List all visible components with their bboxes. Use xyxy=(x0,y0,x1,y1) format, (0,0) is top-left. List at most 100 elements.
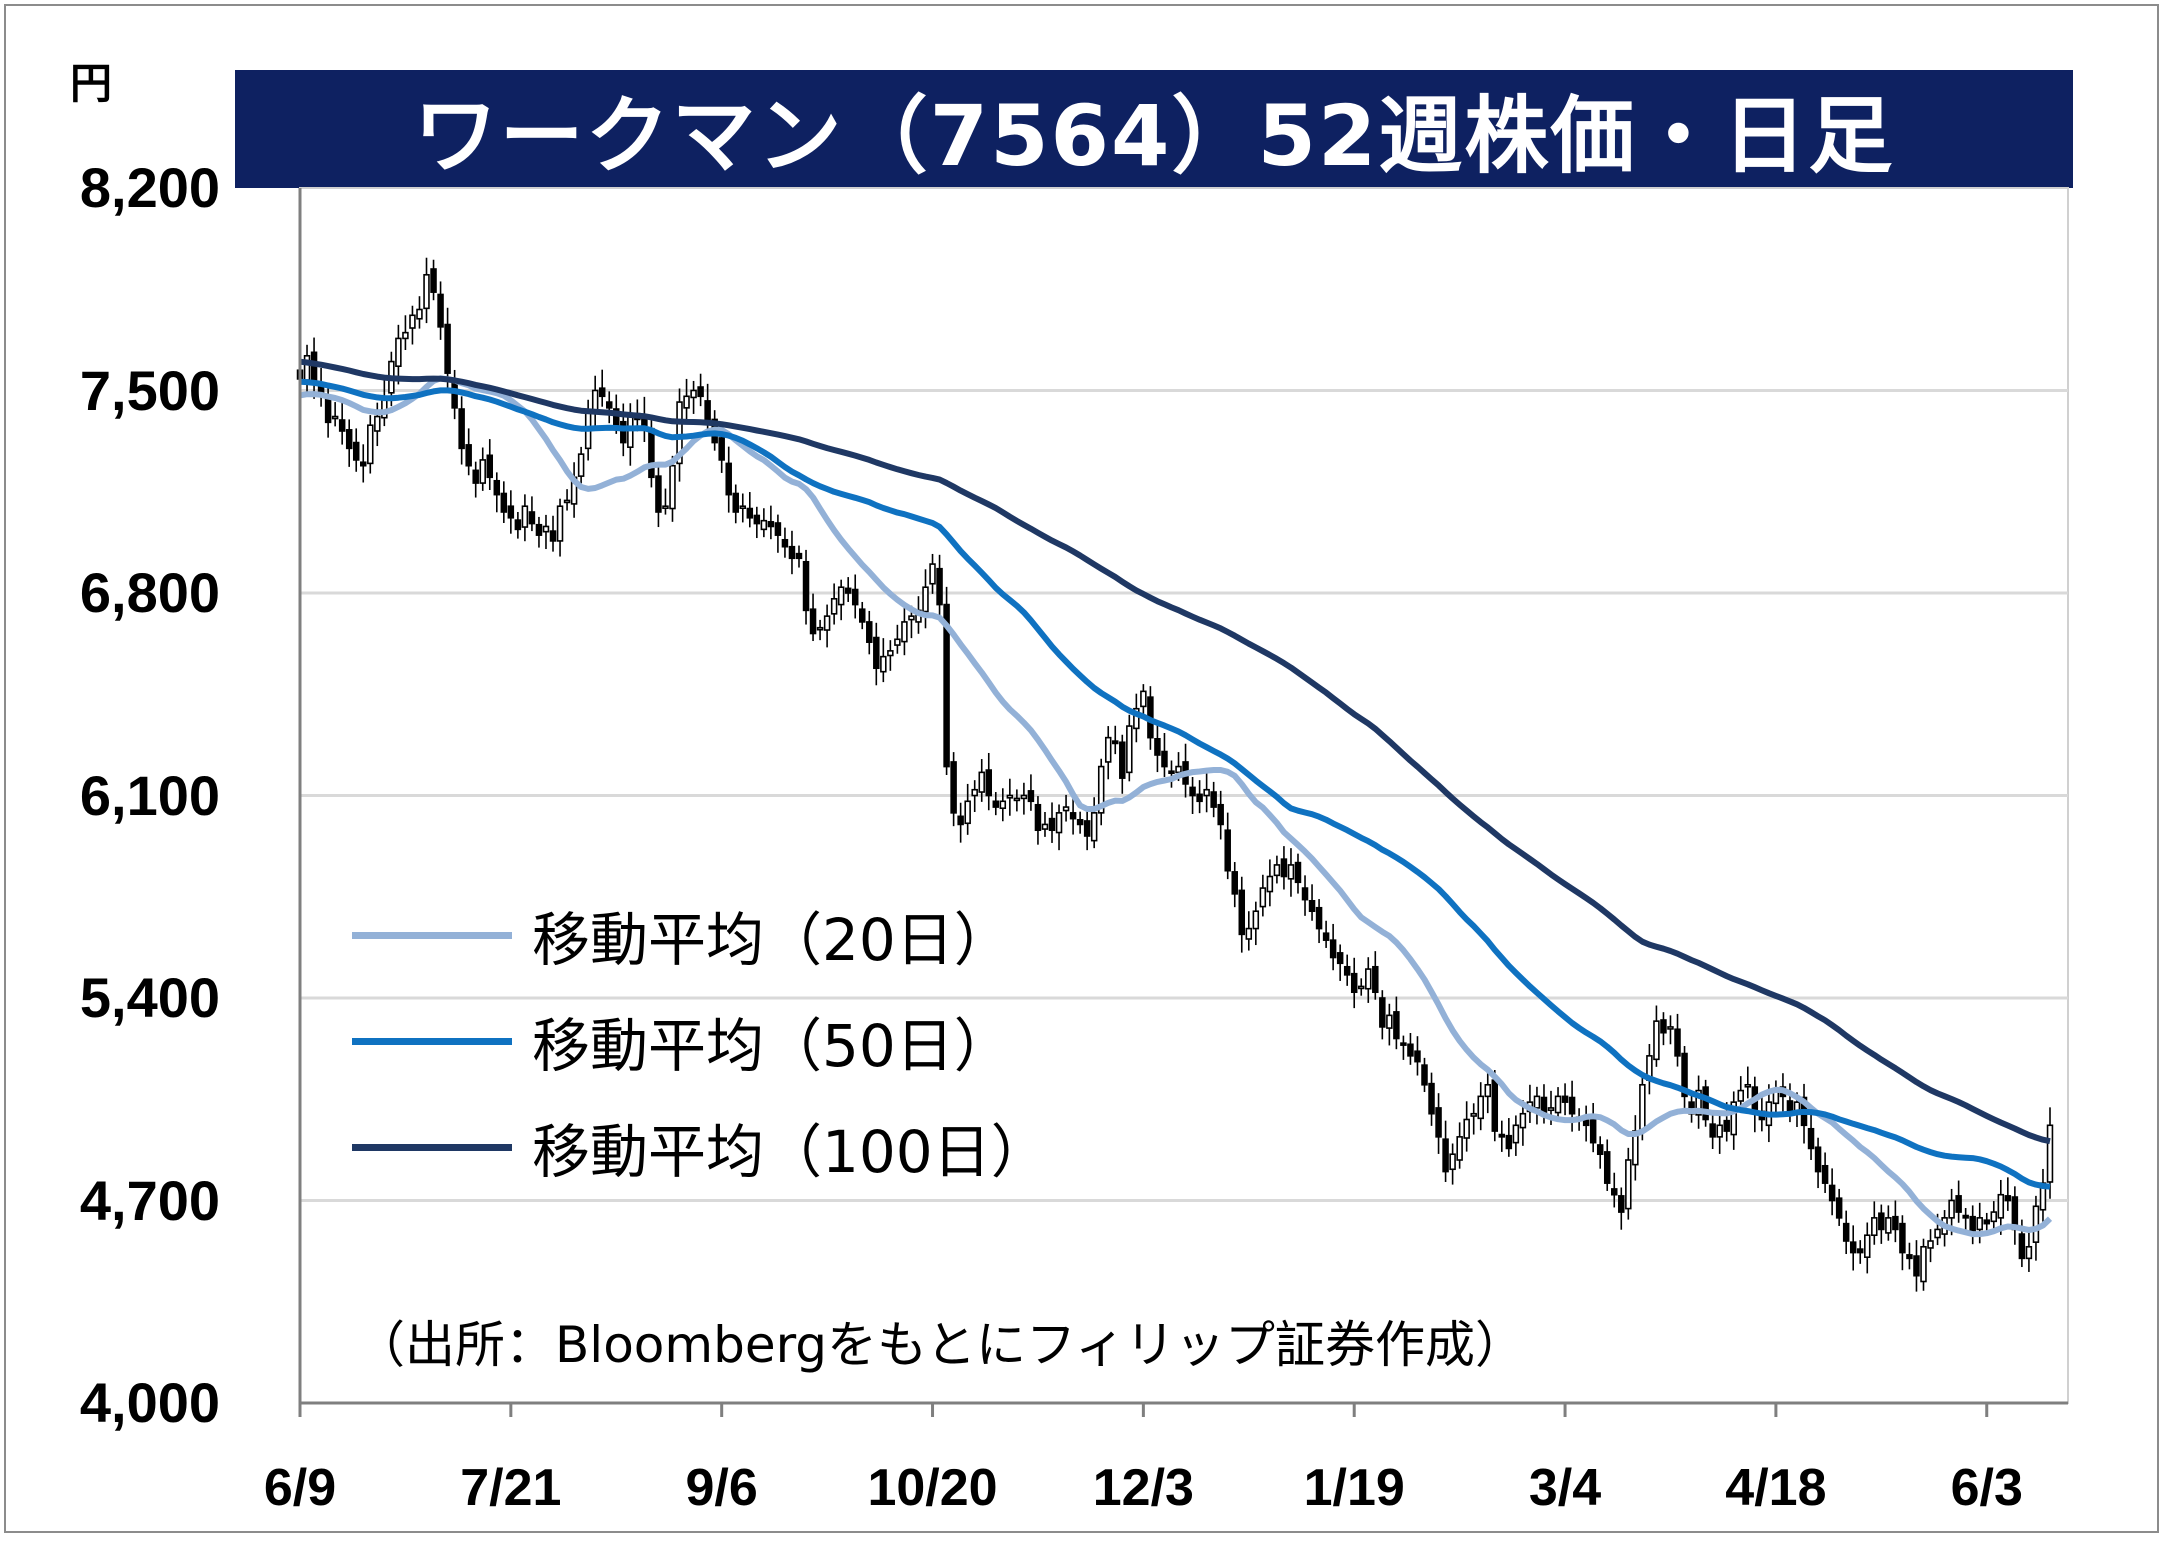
legend-swatch-ma50 xyxy=(352,1037,512,1045)
candlestick xyxy=(1266,859,1274,907)
candlestick xyxy=(809,593,817,642)
candlestick xyxy=(1618,1187,1625,1230)
candlestick xyxy=(1878,1204,1885,1244)
candlestick xyxy=(1835,1188,1843,1226)
candlestick xyxy=(542,514,550,550)
candlestick xyxy=(479,447,486,491)
legend-label-ma100: 移動平均（100日） xyxy=(532,1118,1049,1186)
legend-label-ma50: 移動平均（50日） xyxy=(532,1012,1012,1080)
candlestick xyxy=(725,446,732,513)
candlestick xyxy=(395,324,402,385)
candlestick xyxy=(1667,1015,1674,1045)
y-tick-label: 4,700 xyxy=(79,1168,220,1232)
candlestick xyxy=(1329,923,1337,971)
candlestick xyxy=(964,783,971,835)
candlestick xyxy=(929,553,936,594)
candlestick xyxy=(1681,1046,1688,1112)
candlestick xyxy=(338,401,346,445)
candlestick xyxy=(1421,1057,1428,1093)
candlestick xyxy=(331,402,339,427)
candlestick xyxy=(1716,1110,1723,1154)
candlestick xyxy=(2025,1228,2033,1272)
candlestick xyxy=(1772,1080,1780,1114)
candlestick xyxy=(1821,1152,1829,1193)
candlestick xyxy=(1625,1147,1632,1220)
candlestick xyxy=(1048,802,1056,843)
candlestick xyxy=(795,545,803,568)
candlestick xyxy=(1554,1087,1562,1121)
candlestick xyxy=(1245,911,1253,951)
candlestick xyxy=(739,493,747,523)
candlestick xyxy=(591,375,599,431)
candlestick xyxy=(1702,1079,1709,1127)
candlestick xyxy=(1737,1076,1745,1110)
candlestick xyxy=(563,489,571,511)
x-tick-label: 4/18 xyxy=(1725,1459,1827,1517)
candlestick xyxy=(1301,875,1309,916)
candlestick xyxy=(1379,990,1386,1040)
candlestick xyxy=(423,257,430,324)
candlestick xyxy=(922,569,929,629)
candlestick xyxy=(1083,809,1091,851)
candlestick xyxy=(1224,812,1231,880)
chart-frame xyxy=(4,4,2159,1533)
candlestick xyxy=(1013,789,1021,812)
candlestick xyxy=(1393,996,1400,1050)
candlestick xyxy=(788,530,796,575)
candlestick xyxy=(493,472,501,513)
candlestick xyxy=(2039,1168,2047,1222)
legend-label-ma20: 移動平均（20日） xyxy=(532,906,1012,974)
y-tick-label: 6,800 xyxy=(79,561,220,624)
y-tick-label: 7,500 xyxy=(79,358,220,422)
candlestick xyxy=(1807,1111,1815,1160)
candlestick xyxy=(1055,804,1063,851)
candlestick xyxy=(1336,944,1344,981)
candlestick xyxy=(360,444,367,483)
series-line-ma20 xyxy=(299,375,2053,1238)
candlestick xyxy=(704,383,711,435)
candlestick xyxy=(1308,884,1316,921)
candlestick xyxy=(1603,1139,1611,1191)
candlestick xyxy=(549,515,557,552)
candlestick xyxy=(1505,1118,1513,1157)
candlestick xyxy=(936,554,943,620)
candlestick xyxy=(802,549,810,625)
candlestick xyxy=(402,315,409,350)
candlestick xyxy=(1660,1012,1667,1046)
candlestick xyxy=(732,484,739,524)
candlestick xyxy=(669,455,676,522)
candlestick xyxy=(486,439,494,491)
y-axis-unit: 円 xyxy=(70,59,113,108)
candlestick xyxy=(507,490,515,534)
candlestick xyxy=(1428,1072,1435,1126)
candlestick xyxy=(655,462,662,528)
candlestick xyxy=(1913,1240,1920,1292)
candlestick xyxy=(1287,848,1295,897)
series-line-ma100 xyxy=(299,358,2051,1145)
y-tick-label: 4,000 xyxy=(79,1371,220,1434)
candlestick xyxy=(1828,1168,1836,1216)
candlestick xyxy=(1871,1201,1878,1245)
candlestick xyxy=(901,603,908,656)
candlestick xyxy=(1203,771,1210,813)
candlestick xyxy=(430,259,437,301)
x-tick-label: 10/20 xyxy=(867,1459,998,1517)
candlestick xyxy=(1259,874,1267,917)
legend-swatch-ma100 xyxy=(352,1143,512,1151)
candlestick xyxy=(1090,797,1098,849)
candlestick xyxy=(816,619,824,641)
candlestick xyxy=(873,622,880,686)
y-tick-label: 8,200 xyxy=(79,156,220,219)
candlestick xyxy=(767,505,775,540)
candlestick xyxy=(1842,1210,1850,1255)
candlestick xyxy=(992,792,1000,816)
candlestick xyxy=(1231,862,1238,908)
candlestick xyxy=(1709,1113,1716,1150)
candlestick xyxy=(1646,1043,1653,1095)
candlestick xyxy=(866,610,873,655)
candlestick xyxy=(1885,1205,1892,1241)
candlestick xyxy=(760,508,768,538)
candlestick xyxy=(957,802,964,843)
candlestick xyxy=(1442,1120,1449,1182)
